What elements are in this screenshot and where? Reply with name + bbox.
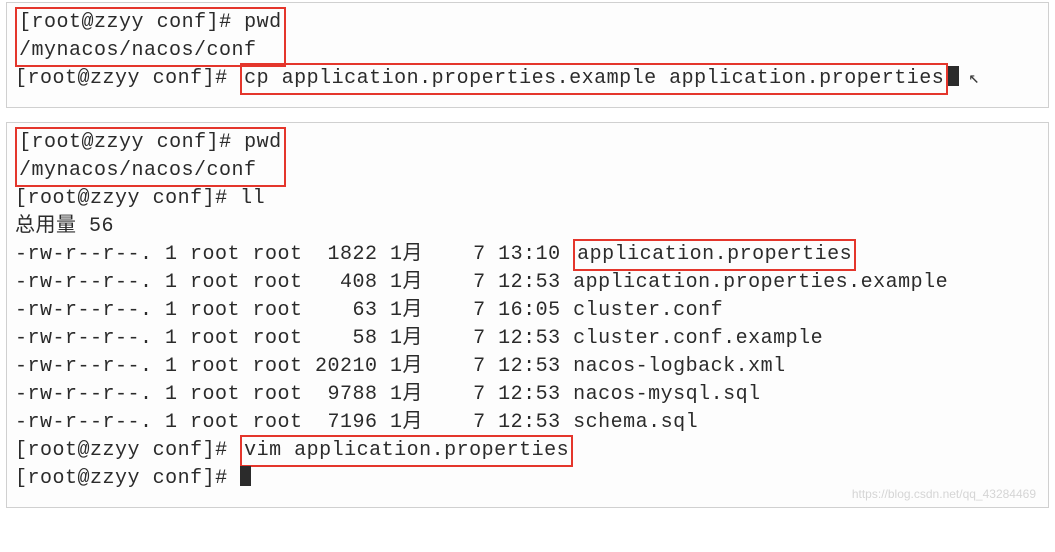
list-item: -rw-r--r--. 1 root root 63 1月 7 16:05 cl… xyxy=(15,297,1040,325)
terminal-block-1: [root@zzyy conf]# pwd /mynacos/nacos/con… xyxy=(6,2,1049,108)
prompt-line-pwd: [root@zzyy conf]# pwd /mynacos/nacos/con… xyxy=(15,129,1040,185)
highlight-box: application.properties xyxy=(573,239,856,271)
cursor-icon xyxy=(240,466,251,486)
highlight-box: cp application.properties.example applic… xyxy=(240,63,948,95)
file-listing: -rw-r--r--. 1 root root 1822 1月 7 13:10 … xyxy=(15,241,1040,437)
prompt-line-pwd: [root@zzyy conf]# pwd /mynacos/nacos/con… xyxy=(15,9,1040,65)
terminal-block-2: [root@zzyy conf]# pwd /mynacos/nacos/con… xyxy=(6,122,1049,508)
list-item: -rw-r--r--. 1 root root 1822 1月 7 13:10 … xyxy=(15,241,1040,269)
highlight-box: [root@zzyy conf]# pwd /mynacos/nacos/con… xyxy=(15,7,286,67)
list-item: -rw-r--r--. 1 root root 20210 1月 7 12:53… xyxy=(15,353,1040,381)
cursor-icon xyxy=(948,66,959,86)
watermark-text: https://blog.csdn.net/qq_43284469 xyxy=(852,486,1036,503)
list-item: -rw-r--r--. 1 root root 7196 1月 7 12:53 … xyxy=(15,409,1040,437)
prompt-line-cp: [root@zzyy conf]# cp application.propert… xyxy=(15,65,1040,93)
list-item: -rw-r--r--. 1 root root 58 1月 7 12:53 cl… xyxy=(15,325,1040,353)
prompt-line-vim: [root@zzyy conf]# vim application.proper… xyxy=(15,437,1040,465)
highlight-box: [root@zzyy conf]# pwd /mynacos/nacos/con… xyxy=(15,127,286,187)
total-line: 总用量 56 xyxy=(15,213,1040,241)
prompt-line-ll: [root@zzyy conf]# ll xyxy=(15,185,1040,213)
list-item: -rw-r--r--. 1 root root 408 1月 7 12:53 a… xyxy=(15,269,1040,297)
list-item: -rw-r--r--. 1 root root 9788 1月 7 12:53 … xyxy=(15,381,1040,409)
highlight-box: vim application.properties xyxy=(240,435,573,467)
